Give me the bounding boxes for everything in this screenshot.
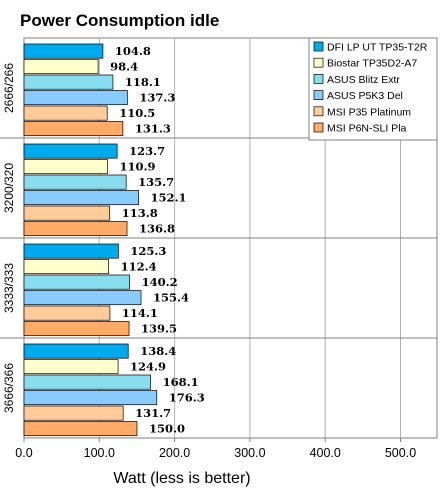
bar-value-label: 140.2 [142, 275, 178, 289]
bar [23, 374, 151, 390]
legend-swatch [313, 57, 324, 68]
category-label: 2666/266 [2, 63, 16, 113]
chart-title: Power Consumption idle [20, 11, 219, 30]
category-labels: 2666/266 3200/320 3333/333 3666/366 [2, 63, 16, 413]
bar-value-label: 137.3 [139, 91, 175, 105]
x-tick-label: 300.0 [234, 446, 265, 460]
bar [23, 290, 142, 306]
bar [23, 174, 127, 190]
legend-entry: MSI P6N-SLI Pla [327, 123, 407, 135]
bar-value-label: 98.4 [110, 60, 138, 74]
data-labels: 104.898.4118.1137.3110.5131.3123.7110.91… [110, 44, 205, 436]
legend-swatch [313, 106, 324, 117]
bar [23, 243, 119, 259]
bar [23, 221, 128, 237]
x-tick-label: 0.0 [15, 446, 32, 460]
bar-value-label: 104.8 [115, 44, 151, 58]
bar [23, 343, 129, 359]
bar [23, 143, 118, 159]
bar [23, 274, 130, 290]
bar-value-label: 131.3 [135, 122, 171, 136]
bar [23, 105, 108, 121]
bars [23, 43, 158, 437]
bar [23, 159, 108, 175]
legend-swatch [313, 90, 324, 100]
bar-value-label: 118.1 [125, 75, 161, 89]
category-label: 3666/366 [2, 363, 16, 413]
x-axis-ticks: 0.0 100.0 200.0 300.0 400.0 500.0 [15, 438, 416, 460]
bar-value-label: 155.4 [153, 291, 189, 305]
bar-value-label: 125.3 [130, 244, 166, 258]
bar-value-label: 123.7 [129, 144, 165, 158]
bar [23, 43, 104, 59]
category-label: 3200/320 [2, 163, 16, 213]
bar-value-label: 113.8 [122, 206, 158, 220]
bar-value-label: 139.5 [141, 322, 177, 336]
bar [23, 259, 109, 275]
bar [23, 390, 158, 406]
legend-entry: Biostar TP35D2-A7 [327, 58, 417, 70]
bar-value-label: 152.1 [151, 191, 187, 205]
legend-swatch [313, 122, 324, 133]
bar-value-label: 150.0 [149, 422, 185, 436]
legend-entry: ASUS Blitz Extr [327, 74, 400, 86]
bar [23, 121, 124, 137]
bar-value-label: 136.8 [139, 222, 175, 236]
bar-value-label: 112.4 [121, 260, 157, 274]
bar [23, 59, 99, 75]
legend-box [308, 37, 438, 141]
bar-value-label: 135.7 [138, 175, 174, 189]
legend: DFI LP UT TP35-T2R Biostar TP35D2-A7 ASUS … [308, 37, 438, 141]
bar-value-label: 110.5 [119, 106, 155, 120]
legend-entry: DFI LP UT TP35-T2R [327, 42, 428, 54]
bar-value-label: 131.7 [135, 406, 171, 420]
legend-swatch [313, 41, 324, 52]
bar-value-label: 176.3 [169, 391, 205, 405]
x-tick-label: 100.0 [84, 446, 115, 460]
bar [23, 421, 138, 437]
bar [23, 321, 130, 337]
legend-entry: ASUS P5K3 Del [327, 90, 403, 102]
bar [23, 74, 114, 90]
bar [23, 205, 111, 221]
x-tick-label: 500.0 [385, 446, 416, 460]
bar-value-label: 124.9 [130, 360, 166, 374]
bar [23, 190, 139, 206]
bar [23, 405, 124, 421]
bar [23, 90, 128, 106]
x-tick-label: 200.0 [159, 446, 190, 460]
bar [23, 359, 119, 375]
legend-entry: MSI P35 Platinum [327, 106, 411, 118]
bar-value-label: 168.1 [163, 375, 199, 389]
bar-value-label: 110.9 [120, 160, 156, 174]
category-label: 3333/333 [2, 263, 16, 313]
bar-value-label: 114.1 [122, 306, 158, 320]
x-axis-label: Watt (less is better) [113, 470, 250, 487]
legend-swatch [313, 74, 324, 84]
bar [23, 305, 111, 321]
x-tick-label: 400.0 [310, 446, 341, 460]
bar-value-label: 138.4 [140, 344, 176, 358]
